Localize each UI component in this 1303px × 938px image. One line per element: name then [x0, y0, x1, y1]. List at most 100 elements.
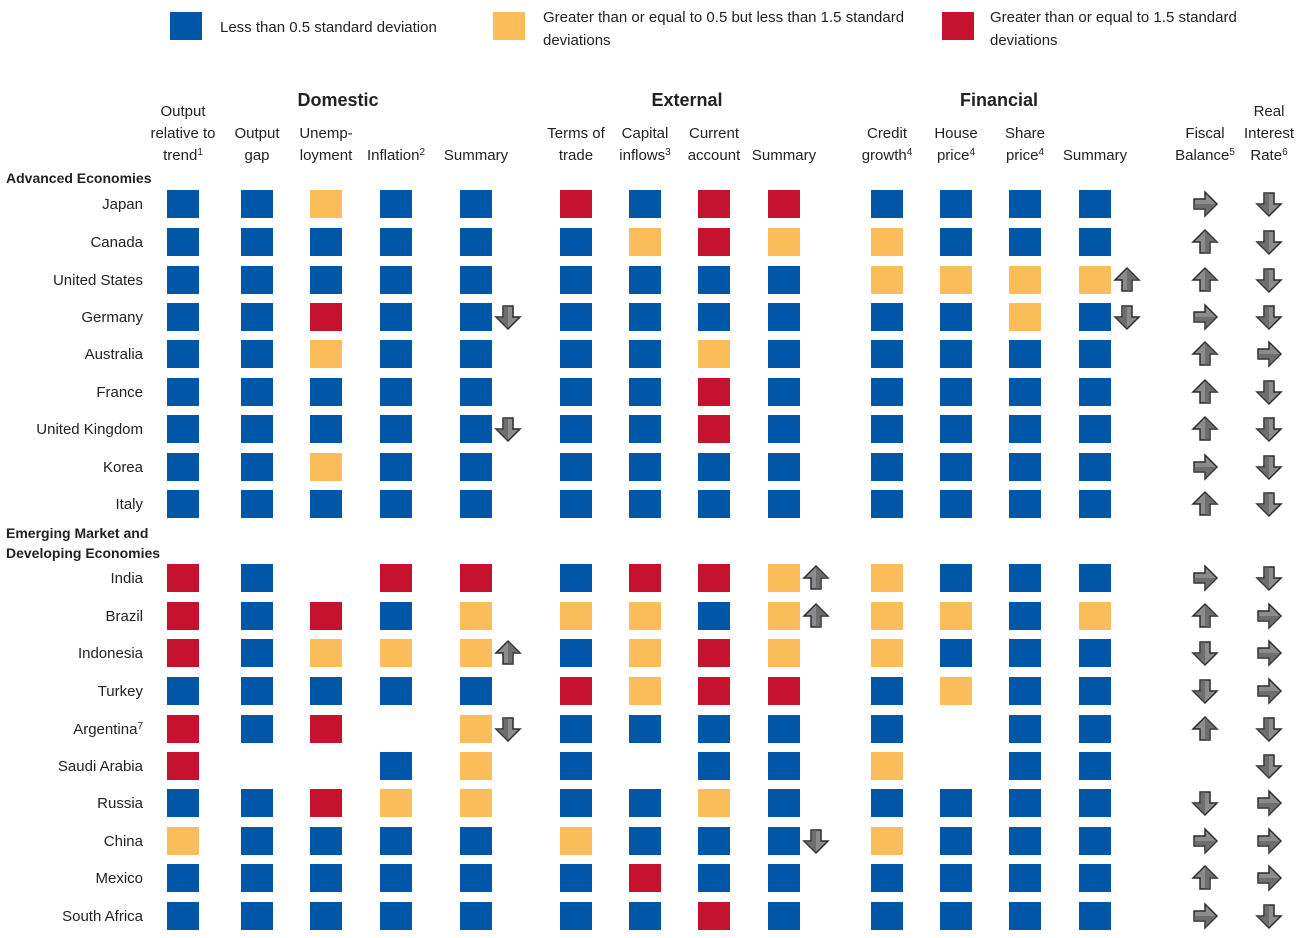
- column-header: Output: [160, 103, 206, 120]
- cell: [1009, 902, 1041, 930]
- arrow-shade: [1115, 306, 1127, 329]
- cell: [460, 827, 492, 855]
- trend-arrow: [802, 564, 830, 590]
- arrow-shade: [1258, 616, 1281, 628]
- cell: [940, 190, 972, 218]
- cell: [241, 827, 273, 855]
- cell: [629, 415, 661, 443]
- cell: [698, 453, 730, 481]
- footnote-mark: 4: [907, 147, 913, 158]
- cell: [167, 902, 199, 930]
- cell: [167, 715, 199, 743]
- trend-arrow: [1255, 717, 1283, 743]
- cell: [629, 340, 661, 368]
- cell: [460, 266, 492, 294]
- trend-arrow: [802, 602, 830, 628]
- legend-swatch: [493, 12, 525, 40]
- cell: [629, 677, 661, 705]
- footnote-mark: 4: [1038, 147, 1044, 158]
- cell: [560, 415, 592, 443]
- arrow-shade: [1194, 317, 1217, 329]
- cell: [871, 266, 903, 294]
- cell: [1009, 378, 1041, 406]
- cell: [768, 677, 800, 705]
- trend-arrow: [494, 305, 522, 331]
- cell: [1079, 490, 1111, 518]
- row-label: France: [96, 384, 143, 401]
- cell: [629, 490, 661, 518]
- cell: [698, 266, 730, 294]
- cell: [871, 303, 903, 331]
- trend-arrow: [1191, 715, 1219, 741]
- cell: [1079, 902, 1111, 930]
- legend-label: Greater than or equal to 0.5 but less th…: [543, 9, 904, 26]
- cell: [768, 490, 800, 518]
- cell: [560, 564, 592, 592]
- trend-arrow: [1255, 380, 1283, 406]
- section-label: Developing Economies: [6, 545, 160, 561]
- column-header: Fiscal: [1185, 125, 1224, 142]
- cell: [560, 453, 592, 481]
- cell: [1079, 303, 1111, 331]
- cell: [460, 303, 492, 331]
- cell: [560, 864, 592, 892]
- cell: [241, 902, 273, 930]
- cell: [698, 228, 730, 256]
- cell: [380, 453, 412, 481]
- cell: [940, 340, 972, 368]
- cell: [940, 864, 972, 892]
- cell: [380, 789, 412, 817]
- cell: [1009, 677, 1041, 705]
- column-header: growth4: [862, 147, 913, 165]
- cell: [871, 677, 903, 705]
- arrow-shade: [1194, 467, 1217, 479]
- cell: [380, 415, 412, 443]
- cell: [310, 490, 342, 518]
- row-label: Argentina7: [73, 721, 143, 739]
- column-header: price4: [937, 147, 976, 165]
- cell: [241, 303, 273, 331]
- cell: [1079, 453, 1111, 481]
- cell: [460, 453, 492, 481]
- cell: [629, 602, 661, 630]
- cell: [629, 789, 661, 817]
- trend-arrow: [1191, 415, 1219, 441]
- column-header: relative to: [150, 125, 215, 142]
- arrow-shade: [816, 566, 828, 589]
- cell: [1079, 677, 1111, 705]
- cell: [871, 789, 903, 817]
- cell: [698, 902, 730, 930]
- row-label: United Kingdom: [36, 421, 143, 438]
- cell: [380, 902, 412, 930]
- arrow-shade: [496, 306, 508, 329]
- cell: [871, 827, 903, 855]
- row-label: Indonesia: [78, 645, 144, 662]
- cell: [1009, 490, 1041, 518]
- arrow-shade: [1257, 755, 1269, 778]
- cell: [167, 639, 199, 667]
- cell: [380, 752, 412, 780]
- column-header: Credit: [867, 125, 908, 142]
- cell: [1009, 228, 1041, 256]
- cell: [167, 228, 199, 256]
- row-label: Brazil: [105, 608, 143, 625]
- row-label: Korea: [103, 459, 144, 476]
- trend-arrow: [1191, 791, 1219, 817]
- cell: [241, 340, 273, 368]
- cell: [380, 602, 412, 630]
- cell: [167, 602, 199, 630]
- cell: [241, 602, 273, 630]
- cell: [698, 303, 730, 331]
- column-header: inflows3: [619, 147, 671, 165]
- cell: [460, 190, 492, 218]
- trend-arrow: [1257, 864, 1283, 892]
- cell: [768, 827, 800, 855]
- cell: [460, 677, 492, 705]
- cell: [768, 415, 800, 443]
- row-label: Turkey: [98, 683, 144, 700]
- row-label: China: [104, 833, 144, 850]
- cell: [560, 827, 592, 855]
- trend-arrow: [1257, 340, 1283, 368]
- cell: [167, 190, 199, 218]
- trend-arrow: [494, 417, 522, 443]
